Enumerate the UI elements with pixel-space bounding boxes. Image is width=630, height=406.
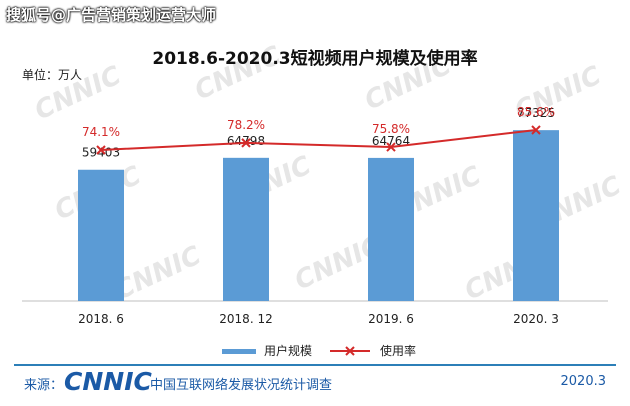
footer: 来源： CNNIC 中国互联网络发展状况统计调查 2020.3 (0, 364, 630, 406)
line-point (241, 138, 251, 148)
source-label: 来源： (24, 378, 64, 393)
unit-label: 单位：万人 (22, 68, 83, 82)
line-point (531, 125, 541, 135)
legend-line-label: 使用率 (380, 344, 417, 358)
line-point (96, 145, 106, 155)
line-marker-stroke (96, 145, 106, 155)
chart-title: 2018.6-2020.3短视频用户规模及使用率 (152, 49, 478, 69)
legend-line-marker (345, 346, 355, 356)
bar-value-label: 59403 (82, 146, 120, 160)
bar (78, 169, 124, 301)
legend-bar-label: 用户规模 (264, 344, 313, 358)
watermark-mark: CNNIC (110, 241, 205, 307)
line-value-label: 75.8% (372, 122, 410, 136)
watermark-text: 搜狐号@广告营销策划运营大师 (6, 6, 217, 24)
line-point (386, 142, 396, 152)
x-tick-label: 2018. 6 (78, 312, 124, 326)
legend-bar-swatch (222, 349, 256, 354)
bar (223, 157, 269, 301)
line-marker-stroke (241, 138, 251, 148)
line-series (100, 129, 537, 151)
x-tick-label: 2018. 12 (219, 312, 272, 326)
bar-value-label: 77325 (517, 106, 555, 120)
bar (368, 157, 414, 301)
source-date: 2020.3 (560, 374, 607, 389)
bar (513, 130, 559, 301)
bar-value-label: 64764 (372, 134, 410, 148)
line-marker-stroke (531, 125, 541, 135)
line-value-label: 85.6% (517, 105, 555, 119)
source-org: 中国互联网络发展状况统计调查 (150, 378, 333, 393)
line-value-label: 74.1% (82, 125, 120, 139)
x-tick-label: 2019. 6 (368, 312, 414, 326)
line-marker-stroke (386, 142, 396, 152)
line-value-label: 78.2% (227, 118, 265, 132)
footer-divider (14, 364, 616, 366)
cnnic-logo: CNNIC (64, 367, 152, 396)
bar-value-label: 64798 (227, 134, 265, 148)
x-tick-label: 2020. 3 (513, 312, 559, 326)
